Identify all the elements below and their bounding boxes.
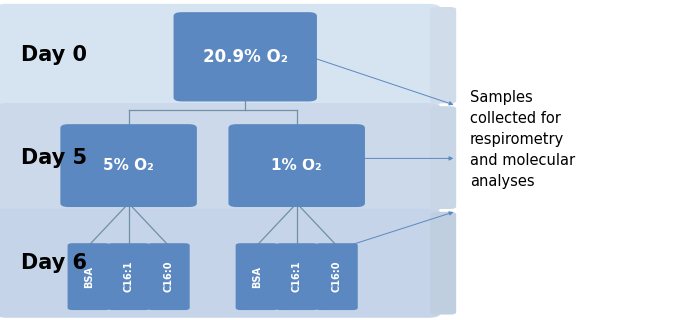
Text: Day 0: Day 0 <box>21 45 86 65</box>
FancyBboxPatch shape <box>0 209 441 318</box>
Text: C16:1: C16:1 <box>123 261 134 292</box>
FancyBboxPatch shape <box>236 243 279 310</box>
Text: BSA: BSA <box>252 266 262 288</box>
FancyBboxPatch shape <box>107 243 150 310</box>
FancyBboxPatch shape <box>147 243 189 310</box>
Text: Day 5: Day 5 <box>21 148 86 168</box>
FancyBboxPatch shape <box>0 103 441 212</box>
FancyBboxPatch shape <box>430 106 456 209</box>
Text: C16:1: C16:1 <box>292 261 302 292</box>
FancyBboxPatch shape <box>430 212 456 315</box>
Text: C16:0: C16:0 <box>331 261 342 292</box>
FancyBboxPatch shape <box>0 4 441 107</box>
FancyBboxPatch shape <box>430 7 456 103</box>
FancyBboxPatch shape <box>228 124 365 207</box>
Text: BSA: BSA <box>84 266 94 288</box>
Text: 5% O₂: 5% O₂ <box>104 158 154 173</box>
Text: Samples
collected for
respirometry
and molecular
analyses: Samples collected for respirometry and m… <box>470 90 575 188</box>
FancyBboxPatch shape <box>60 124 197 207</box>
Text: C16:0: C16:0 <box>163 261 174 292</box>
Text: 1% O₂: 1% O₂ <box>272 158 322 173</box>
FancyBboxPatch shape <box>174 12 317 101</box>
FancyBboxPatch shape <box>315 243 358 310</box>
FancyBboxPatch shape <box>67 243 110 310</box>
Text: Day 6: Day 6 <box>21 253 86 273</box>
Text: 20.9% O₂: 20.9% O₂ <box>203 48 287 66</box>
FancyBboxPatch shape <box>275 243 318 310</box>
